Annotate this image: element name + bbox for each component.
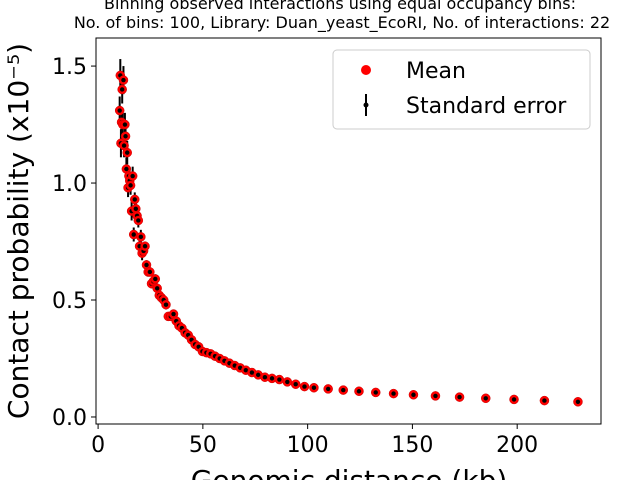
error-center-point: [130, 173, 135, 179]
chart-title: Binning observed interactions using equa…: [104, 0, 576, 13]
x-tick-label: 200: [496, 433, 538, 458]
legend-error-label: Standard error: [406, 94, 567, 119]
error-center-point: [124, 166, 129, 172]
y-tick-label: 1.0: [52, 172, 87, 197]
error-center-point: [123, 134, 128, 139]
x-tick-label: 150: [391, 433, 433, 458]
y-tick-label: 1.5: [52, 55, 87, 80]
error-center-point: [277, 377, 282, 382]
error-center-point: [128, 183, 133, 188]
error-center-point: [262, 375, 268, 380]
plot-marks: [114, 59, 583, 407]
error-center-point: [457, 394, 462, 400]
error-center-point: [136, 218, 141, 223]
error-center-point: [325, 386, 331, 392]
plot-frame: [95, 37, 602, 425]
error-center-point: [269, 376, 275, 381]
error-center-point: [285, 379, 290, 385]
error-center-point: [433, 393, 438, 399]
error-center-point: [171, 311, 176, 317]
error-center-point: [117, 108, 122, 113]
chart-subtitle: No. of bins: 100, Library: Duan_yeast_Ec…: [74, 13, 610, 33]
y-tick-label: 0.5: [52, 289, 87, 314]
error-center-point: [243, 367, 249, 373]
y-axis: 0.0 0.5 1.0 1.5: [52, 55, 96, 431]
error-center-point: [122, 122, 128, 127]
error-center-point: [373, 390, 378, 395]
x-axis: 0 50 100 150 200: [91, 424, 538, 458]
error-center-point: [356, 389, 362, 394]
error-center-point: [121, 143, 127, 148]
error-center-point: [132, 197, 137, 202]
error-center-point: [138, 234, 144, 240]
error-center-point: [125, 150, 130, 155]
error-center-point: [133, 206, 139, 211]
error-center-point: [542, 398, 547, 403]
legend: Mean Standard error: [332, 49, 591, 130]
legend-mean-marker: [361, 65, 371, 75]
error-center-point: [249, 370, 255, 375]
error-center-point: [391, 391, 396, 396]
error-center-point: [153, 276, 158, 282]
y-tick-label: 0.0: [52, 406, 87, 431]
legend-mean-label: Mean: [406, 59, 466, 84]
error-center-point: [311, 385, 317, 390]
error-center-point: [154, 286, 160, 291]
y-axis-label: Contact probability (x10⁻⁵): [2, 43, 35, 419]
error-center-point: [163, 302, 169, 307]
error-center-point: [341, 387, 346, 393]
x-axis-label: Genomic distance (kb): [191, 464, 508, 480]
error-center-point: [575, 399, 581, 404]
error-center-point: [293, 382, 298, 387]
error-center-point: [483, 396, 488, 401]
legend-box: [332, 49, 591, 130]
error-center-point: [119, 87, 125, 92]
error-center-point: [511, 397, 517, 402]
error-center-point: [255, 372, 261, 378]
legend-error-marker: [363, 102, 369, 108]
error-center-point: [147, 269, 153, 275]
error-center-point: [144, 262, 149, 268]
x-tick-label: 100: [287, 433, 329, 458]
error-center-point: [142, 244, 148, 249]
error-center-point: [131, 232, 136, 237]
error-center-point: [302, 384, 307, 389]
error-center-point: [121, 77, 126, 83]
error-center-point: [411, 392, 416, 397]
x-tick-label: 50: [189, 433, 217, 458]
x-tick-label: 0: [91, 433, 105, 458]
